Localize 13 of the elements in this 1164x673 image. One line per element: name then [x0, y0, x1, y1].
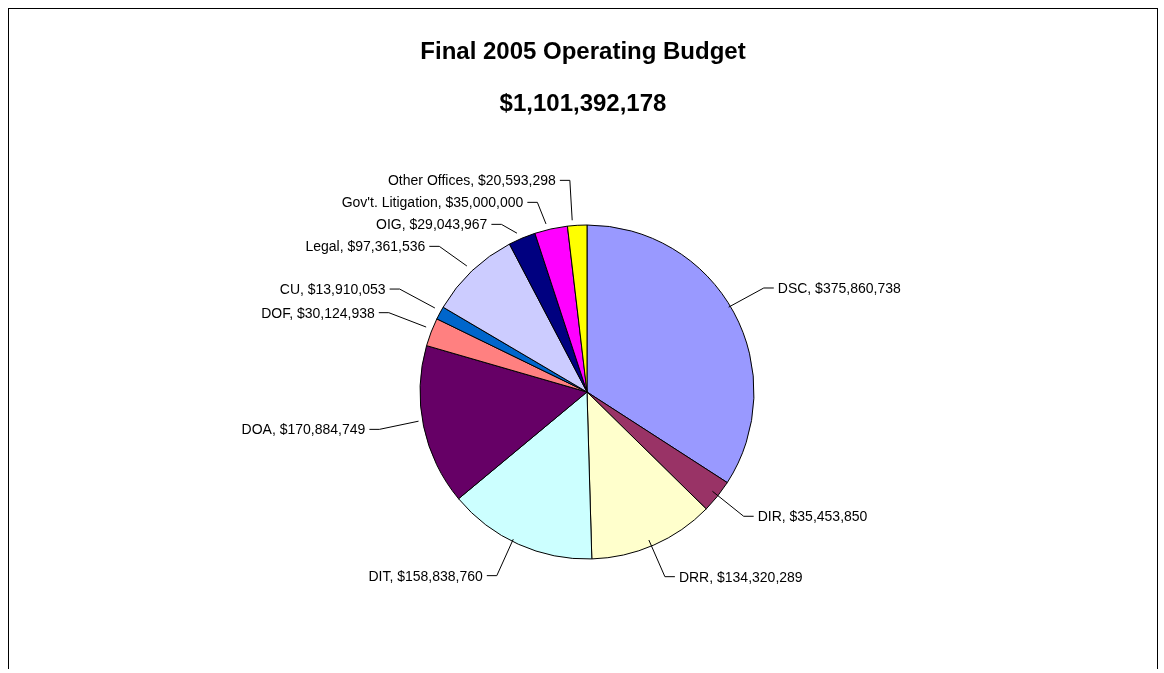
slice-label: Other Offices, $20,593,298: [387, 172, 557, 189]
slice-label: DIT, $158,838,760: [368, 567, 484, 584]
slice-label: Gov't. Litigation, $35,000,000: [341, 194, 524, 211]
slice-label: DOA, $170,884,749: [241, 421, 366, 438]
chart-subtitle: $1,101,392,178: [498, 89, 668, 117]
slice-label: DSC, $375,860,738: [777, 279, 901, 296]
slice-label: CU, $13,910,053: [279, 280, 386, 297]
slice-label: DIR, $35,453,850: [757, 508, 868, 525]
slice-label: Legal, $97,361,536: [305, 238, 426, 255]
chart-title: Final 2005 Operating Budget: [419, 37, 747, 65]
slice-label: OIG, $29,043,967: [376, 216, 488, 233]
slice-label: DOF, $30,124,938: [261, 304, 376, 321]
slice-label: DRR, $134,320,289: [678, 568, 803, 585]
